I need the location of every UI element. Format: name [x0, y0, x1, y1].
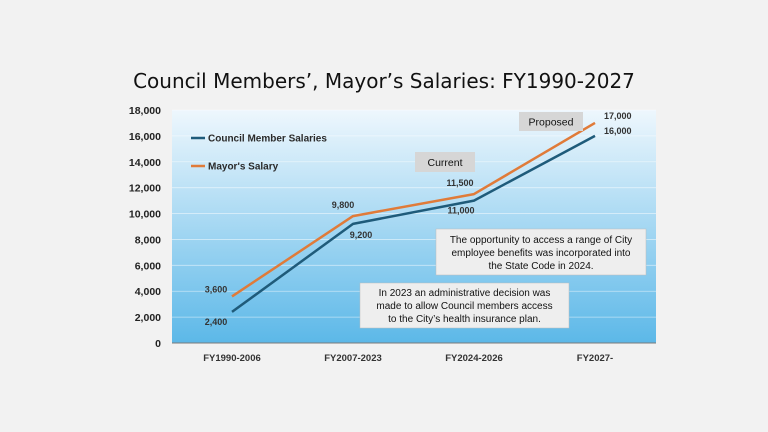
current-tag: Current [415, 152, 475, 172]
series-line [231, 134, 596, 313]
x-category-label: FY2027- [577, 353, 613, 364]
data-labels: 2,400 9,200 11,000 16,000 3,600 9,800 11,500 17… [205, 111, 632, 327]
benefits-note-line-1: The opportunity to access a range of Cit… [450, 235, 632, 246]
y-tick-label: 16,000 [129, 131, 161, 143]
benefits-note: The opportunity to access a range of Cit… [435, 228, 647, 276]
x-category-label: FY2024-2026 [445, 353, 503, 364]
x-category-label: FY2007-2023 [324, 353, 382, 364]
proposed-tag-label: Proposed [529, 117, 574, 129]
y-tick-label: 0 [155, 338, 161, 350]
benefits-note-line-3: the State Code in 2024. [488, 261, 593, 272]
y-tick-label: 14,000 [129, 157, 161, 169]
x-category-label: FY1990-2006 [203, 353, 261, 364]
benefits-note-box [435, 228, 647, 276]
data-label-council: 2,400 [205, 317, 228, 327]
y-tick-label: 12,000 [129, 183, 161, 195]
y-tick-label: 4,000 [135, 286, 161, 298]
current-tag-label: Current [427, 157, 462, 169]
proposed-tag-bg [519, 112, 583, 131]
y-tick-label: 10,000 [129, 209, 161, 221]
data-label-mayor: 3,600 [205, 284, 228, 294]
series-line [231, 121, 596, 298]
data-label-council: 11,000 [447, 206, 474, 216]
x-axis-categories: FY1990-2006 FY2007-2023 FY2024-2026 FY2027- [203, 353, 613, 364]
y-tick-label: 2,000 [135, 312, 161, 324]
benefits-note-line-2: employee benefits was incorporated into [452, 248, 631, 259]
health-note-line-1: In 2023 an administrative decision was [379, 288, 551, 299]
health-note-box [359, 282, 570, 329]
y-tick-label: 8,000 [135, 234, 161, 246]
chart-title: Council Members’, Mayor’s Salaries: FY19… [133, 69, 635, 93]
health-note: In 2023 an administrative decision was m… [359, 282, 570, 329]
legend-label-mayor: Mayor's Salary [208, 162, 279, 173]
current-tag-bg [415, 152, 475, 172]
legend-label-council: Council Member Salaries [208, 134, 327, 145]
y-tick-label: 6,000 [135, 260, 161, 272]
data-label-mayor: 11,500 [446, 178, 473, 188]
y-axis-ticks: 0 2,000 4,000 6,000 8,000 10,000 12,000 14,000 1… [129, 105, 161, 350]
legend: Council Member Salaries Mayor's Salary [191, 134, 327, 173]
series-lines [231, 121, 596, 313]
data-label-mayor: 9,800 [332, 200, 355, 210]
data-label-council: 16,000 [604, 126, 632, 136]
data-label-council: 9,200 [350, 230, 373, 240]
health-note-line-2: made to allow Council members access [376, 301, 552, 312]
y-tick-label: 18,000 [129, 105, 161, 117]
proposed-tag: Proposed [519, 112, 583, 131]
health-note-line-3: to the City’s health insurance plan. [388, 314, 541, 325]
data-label-mayor: 17,000 [604, 111, 632, 121]
